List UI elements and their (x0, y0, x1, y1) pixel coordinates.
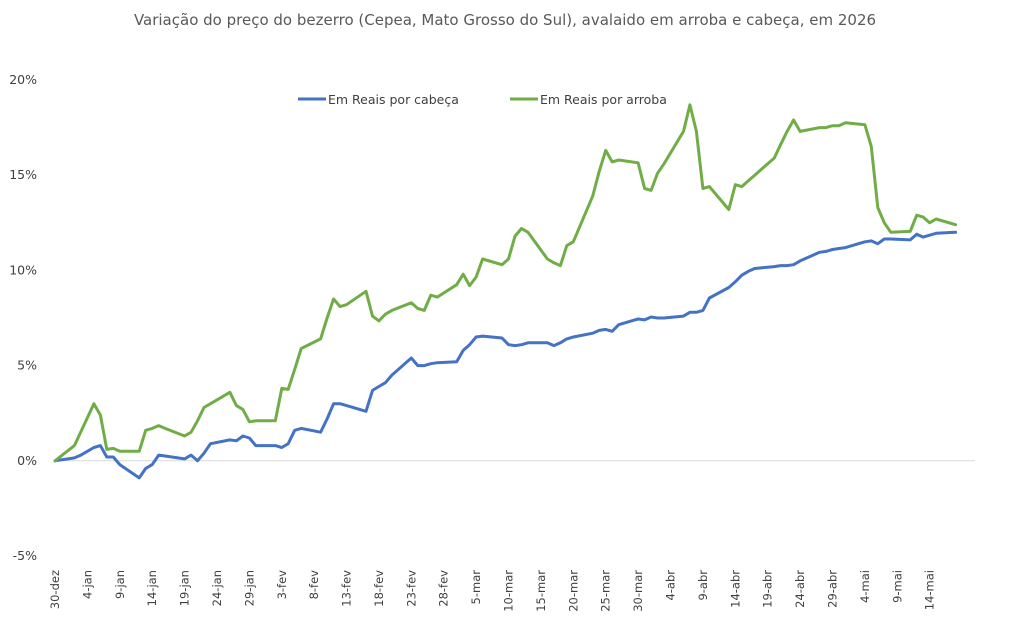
x-tick-label: 4-jan (80, 570, 94, 599)
y-tick-label: 5% (17, 358, 37, 373)
x-tick-label: 8-fev (307, 570, 321, 600)
x-tick-label: 18-fev (372, 570, 386, 607)
x-tick-label: 10-mar (502, 570, 516, 612)
x-tick-label: 25-mar (599, 570, 613, 612)
x-tick-label: 23-fev (404, 570, 418, 607)
x-tick-label: 15-mar (534, 570, 548, 612)
x-tick-label: 14-jan (145, 570, 159, 606)
y-tick-label: 20% (9, 72, 37, 87)
x-tick-label: 29-abr (825, 570, 839, 608)
x-tick-label: 29-jan (242, 570, 256, 606)
x-tick-label: 24-jan (210, 570, 224, 606)
y-axis-ticks: -5% 0% 5% 10% 15% 20% (9, 72, 37, 563)
x-tick-label: 20-mar (566, 570, 580, 612)
y-tick-label: 15% (9, 167, 37, 182)
y-tick-label: 10% (9, 262, 37, 277)
x-tick-label: 13-fev (340, 570, 354, 607)
x-tick-label: 24-abr (793, 570, 807, 608)
series-line-1 (53, 103, 958, 463)
x-tick-label: 5-mar (469, 570, 483, 605)
y-tick-label: -5% (13, 548, 37, 563)
x-tick-label: 30-dez (48, 570, 62, 609)
series-line-0 (53, 230, 958, 480)
x-tick-label: 14-abr (728, 570, 742, 608)
legend-label-0: Em Reais por cabeça (328, 92, 459, 107)
legend: Em Reais por cabeça Em Reais por arroba (298, 92, 667, 107)
series-layer (53, 103, 958, 480)
x-tick-label: 19-jan (178, 570, 192, 606)
x-tick-label: 3-fev (275, 570, 289, 600)
y-tick-label: 0% (17, 453, 37, 468)
legend-label-1: Em Reais por arroba (540, 92, 667, 107)
x-tick-label: 4-mai (858, 570, 872, 603)
x-tick-label: 9-mai (890, 570, 904, 603)
x-tick-label: 4-abr (663, 570, 677, 601)
chart-title: Variação do preço do bezerro (Cepea, Mat… (134, 11, 876, 29)
x-tick-label: 28-fev (437, 570, 451, 607)
x-axis-ticks: 30-dez 4-jan 9-jan 14-jan 19-jan 24-jan 29-jan… (48, 570, 937, 612)
x-tick-label: 9-jan (113, 570, 127, 599)
x-tick-label: 30-mar (631, 570, 645, 612)
x-tick-label: 19-abr (761, 570, 775, 608)
x-tick-label: 14-mai (923, 570, 937, 610)
x-tick-label: 9-abr (696, 570, 710, 601)
